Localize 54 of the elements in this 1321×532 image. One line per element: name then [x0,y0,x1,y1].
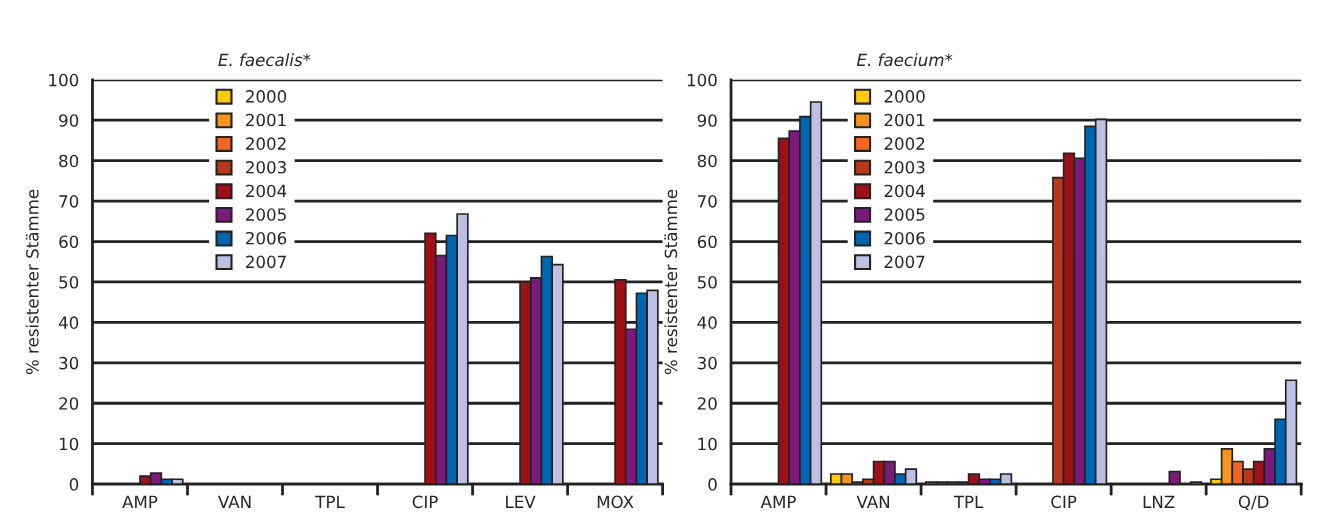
legend-label: 2005 [884,208,925,221]
legend-label: 2002 [884,137,925,150]
legend-label: 2001 [246,113,286,127]
y-tick-label: 30 [59,356,79,370]
legend-label: 2004 [246,184,287,198]
y-tick-label: 90 [697,114,717,127]
legend-label: 2000 [884,90,925,103]
legend-label: 2007 [246,255,286,269]
y-tick-label: 90 [59,114,79,127]
legend-label: 2005 [246,208,286,221]
x-tick-label: TPL [953,495,984,508]
x-tick-label: AMP [122,495,158,508]
y-tick-label: 20 [59,397,79,410]
legend-label: 2003 [884,161,925,174]
y-axis-title: % resistenter Stämme [25,189,39,375]
x-tick-label: LEV [506,495,536,508]
y-tick-label: 50 [59,275,79,289]
y-tick-label: 60 [697,235,717,249]
x-tick-label: VAN [218,495,251,508]
x-tick-label: Q/D [1238,495,1269,511]
y-tick-label: 100 [687,73,717,87]
y-tick-label: 80 [697,154,717,168]
y-tick-label: 40 [58,316,79,329]
x-tick-label: CIP [412,495,438,509]
x-tick-label: LNZ [1143,495,1175,508]
legend-label: 2001 [884,113,925,127]
y-tick-label: 80 [59,154,79,168]
legend-label: 2006 [246,231,287,245]
legend-label: 2002 [246,137,286,150]
y-tick-label: 70 [698,195,717,208]
y-tick-label: 60 [59,235,79,249]
y-tick-label: 20 [697,397,717,410]
x-tick-label: AMP [760,495,796,508]
y-tick-label: 40 [697,316,717,329]
y-tick-label: 10 [59,437,79,451]
x-tick-label: CIP [1051,495,1077,509]
y-tick-label: 50 [697,275,717,289]
y-tick-label: 100 [49,73,79,87]
chart-title: E. faecium* [856,53,953,67]
legend-label: 2003 [246,161,286,174]
y-tick-label: 70 [59,195,79,208]
legend-label: 2000 [246,90,287,103]
y-tick-label: 10 [698,437,717,451]
x-tick-label: VAN [856,495,890,508]
x-tick-label: MOX [597,495,634,509]
y-tick-label: 0 [708,478,717,491]
y-axis-title: % resistenter Stämme [664,189,678,375]
y-tick-label: 0 [69,478,79,491]
chart-title: E. faecalis* [218,53,311,67]
legend-label: 2007 [884,255,925,269]
y-tick-label: 30 [697,356,717,370]
legend-label: 2006 [884,231,925,245]
legend-label: 2004 [884,184,925,198]
x-tick-label: TPL [315,495,345,508]
